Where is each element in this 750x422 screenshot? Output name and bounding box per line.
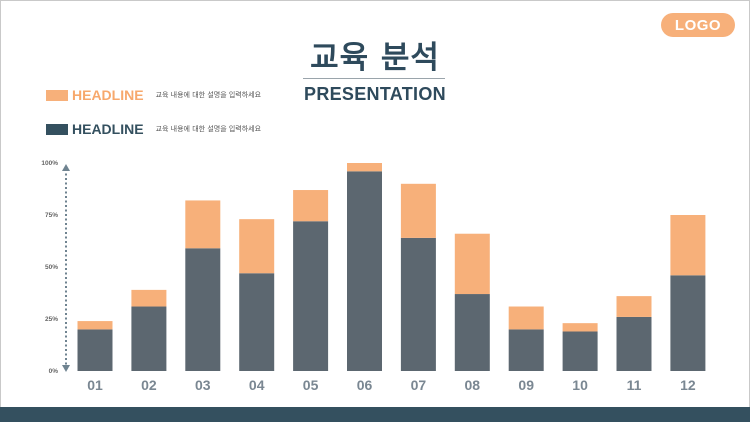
bar-segment-top [400, 183, 436, 238]
x-tick-label: 01 [87, 377, 103, 393]
y-tick-label: 100% [41, 160, 58, 167]
bar-segment-top [616, 296, 652, 317]
bar-segment-base [670, 275, 706, 371]
y-axis-arrow-up [62, 164, 70, 171]
legend-swatch-1 [46, 89, 68, 101]
bar-segment-base [293, 221, 329, 371]
page-subtitle: PRESENTATION [304, 84, 446, 104]
y-tick-label: 75% [45, 212, 58, 219]
bar-segment-top [131, 289, 167, 307]
y-tick-label: 25% [45, 316, 58, 323]
bar-segment-top [185, 200, 221, 249]
x-tick-label: 03 [195, 377, 211, 393]
x-tick-label: 04 [249, 377, 265, 393]
bar-segment-top [347, 163, 382, 172]
bar-segment-base [508, 329, 544, 371]
x-tick-label: 07 [411, 377, 427, 393]
x-tick-label: 10 [572, 377, 588, 393]
bar-segment-base [185, 248, 221, 371]
footer-bar [0, 407, 750, 422]
x-tick-label: 11 [627, 377, 642, 393]
title-divider [303, 78, 445, 79]
bar-segment-top [77, 321, 113, 330]
x-tick-label: 06 [357, 377, 373, 393]
legend-description-2: 교육 내용에 대한 설명을 입력하세요 [155, 125, 262, 133]
y-tick-label: 0% [49, 368, 59, 375]
x-tick-label: 05 [303, 377, 319, 393]
legend-item-1: HEADLINE 교육 내용에 대한 설명을 입력하세요 [46, 87, 261, 103]
bar-segment-base [400, 237, 436, 371]
x-tick-label: 09 [518, 377, 534, 393]
y-axis-arrow-down [62, 365, 70, 372]
logo-badge: LOGO [661, 13, 735, 37]
x-tick-label: 08 [465, 377, 481, 393]
page-title: 교육 분석 [310, 40, 440, 76]
bar-segment-top [293, 190, 329, 222]
legend-description-1: 교육 내용에 대한 설명을 입력하세요 [155, 91, 262, 99]
bar-segment-base [616, 316, 652, 371]
bar-segment-base [77, 329, 113, 371]
bar-segment-base [454, 294, 490, 371]
y-tick-label: 50% [45, 264, 58, 271]
bar-segment-top [670, 215, 706, 276]
bar-segment-top [562, 323, 598, 332]
bar-segment-base [239, 273, 275, 371]
bar-segment-base [131, 306, 167, 371]
bar-segment-top [454, 233, 490, 295]
legend-headline-1: HEADLINE [72, 87, 144, 103]
bar-segment-top [239, 219, 275, 274]
bar-segment-top [508, 306, 544, 330]
bar-segment-base [347, 171, 382, 371]
x-tick-label: 02 [141, 377, 157, 393]
legend-item-2: HEADLINE 교육 내용에 대한 설명을 입력하세요 [46, 121, 261, 137]
x-tick-label: 12 [680, 377, 696, 393]
bar-segment-base [562, 331, 598, 371]
legend-swatch-2 [46, 123, 68, 135]
legend-headline-2: HEADLINE [72, 121, 144, 137]
